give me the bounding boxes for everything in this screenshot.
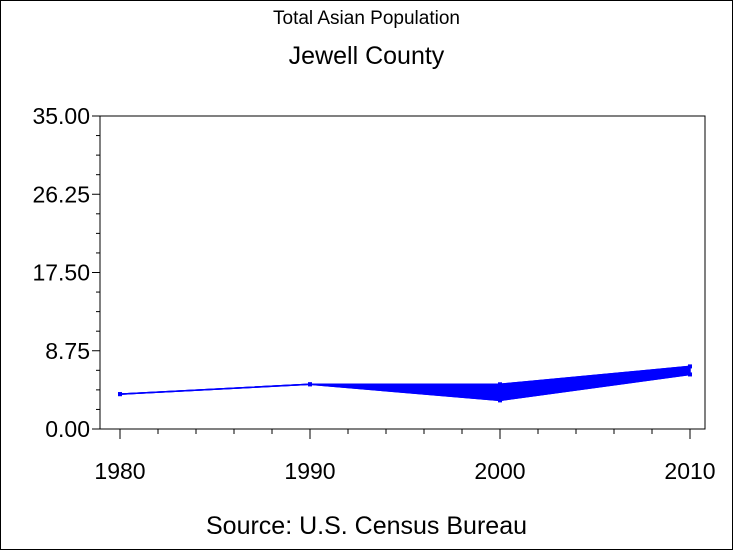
y-tick-label: 35.00 bbox=[32, 103, 90, 129]
x-tick-label: 1990 bbox=[284, 458, 335, 484]
data-point bbox=[308, 382, 312, 387]
data-point bbox=[688, 372, 692, 377]
y-tick-label: 26.25 bbox=[32, 181, 90, 207]
data-point bbox=[118, 392, 122, 397]
y-axis: 0.00 8.75 17.50 26.25 35.00 bbox=[32, 103, 100, 442]
x-tick-label: 2000 bbox=[474, 458, 525, 484]
x-tick-label: 2010 bbox=[664, 458, 715, 484]
series-line-lower bbox=[119, 373, 691, 402]
series-band bbox=[119, 365, 691, 402]
y-tick-label: 8.75 bbox=[45, 338, 90, 364]
chart-subtitle: Jewell County bbox=[288, 42, 445, 70]
x-tick-label: 1980 bbox=[94, 458, 145, 484]
series-layer bbox=[118, 364, 692, 403]
data-point bbox=[498, 398, 502, 403]
y-tick-label: 17.50 bbox=[32, 260, 90, 286]
data-point bbox=[688, 364, 692, 369]
y-tick-label: 0.00 bbox=[45, 416, 90, 442]
x-axis: 1980 1990 2000 2010 bbox=[94, 429, 716, 484]
data-point bbox=[498, 382, 502, 387]
chart-title: Total Asian Population bbox=[273, 8, 460, 29]
chart-source-note: Source: U.S. Census Bureau bbox=[206, 512, 527, 540]
